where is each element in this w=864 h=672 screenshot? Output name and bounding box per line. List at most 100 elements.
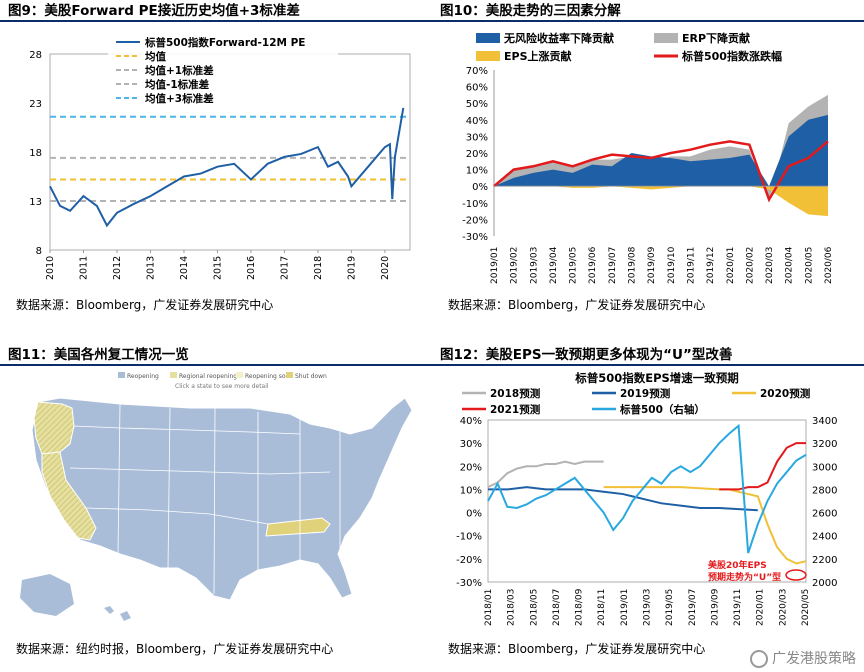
fig9-legend-label-2: 均值+1标准差	[145, 64, 214, 77]
fig9-legend-label-0: 标普500指数Forward-12M PE	[144, 36, 305, 49]
fig9-legend: 标普500指数Forward-12M PE均值均值+1标准差均值-1标准差均值+…	[108, 34, 338, 112]
fig10-legend-label-2: EPS上涨贡献	[504, 49, 572, 63]
fig10-source: 数据来源：Bloomberg，广发证券发展研究中心	[448, 298, 706, 312]
fig10-area-riskfree	[494, 114, 828, 187]
fig10-xtick-9: 2019/10	[667, 246, 677, 284]
fig9-xtick-7: 2017	[279, 256, 290, 280]
fig10-legend-label-1: ERP下降贡献	[682, 31, 750, 45]
fig12-xtick-13: 2020/03	[778, 589, 788, 626]
fig9-ytick-2: 18	[29, 148, 42, 159]
fig9-xtick-8: 2018	[313, 256, 324, 280]
fig12-xtick-11: 2019/11	[733, 589, 743, 626]
fig10-legend-label-3: 标普500指数涨跌幅	[681, 49, 782, 63]
fig12-line-0	[487, 460, 604, 489]
fig12-xtick-2: 2018/05	[529, 589, 539, 626]
fig12-xtick-4: 2018/09	[575, 588, 585, 626]
fig12-annotation-line2: 预期走势为“U”型	[708, 571, 781, 583]
fig10-panel: 图10：美股走势的三因素分解 -30% -20% -10% 0% 10% 20% 30% 40…	[432, 0, 864, 320]
fig12-legend: 2018预测 2019预测 2020预测 2021预测 标普500（右轴）	[462, 387, 810, 416]
state-tennessee	[265, 517, 331, 537]
fig10-xtick-15: 2020/04	[785, 246, 795, 284]
fig9-xtick-5: 2015	[212, 256, 223, 280]
fig9-xtick-0: 2010	[45, 256, 56, 280]
fig12-ytick-3: 0%	[466, 509, 482, 520]
fig12-y2tick-2: 2400	[812, 532, 837, 543]
fig10-xtick-2: 2019/03	[529, 247, 539, 284]
fig12-xtick-12: 2020/01	[756, 589, 766, 626]
fig12-y2tick-0: 2000	[812, 578, 837, 589]
map-legend-soon: Reopening soon	[245, 373, 293, 380]
fig12-source: 数据来源：Bloomberg，广发证券发展研究中心	[448, 642, 706, 656]
fig10-xtick-0: 2019/01	[490, 247, 500, 284]
fig10-xtick-11: 2019/12	[706, 247, 716, 284]
watermark: 广发港股策略	[750, 648, 856, 668]
fig10-xtick-10: 2019/11	[686, 247, 696, 284]
us-reopening-map: Reopening Regional reopening Reopening s…	[0, 368, 432, 634]
fig12-xtick-6: 2019/01	[620, 589, 630, 626]
fig10-title: 图10：美股走势的三因素分解	[432, 0, 864, 22]
fig12-legend-label-0: 2018预测	[490, 387, 540, 400]
fig10-xtick-17: 2020/06	[824, 246, 834, 284]
fig12-ytick-1: -20%	[456, 555, 482, 566]
state-hawaii	[104, 606, 131, 621]
fig12-legend-label-2: 2020预测	[760, 387, 810, 400]
fig12-xtick-14: 2020/05	[801, 589, 811, 626]
fig12-ytick-4: 10%	[460, 485, 482, 496]
fig10-legend-label-0: 无风险收益率下降贡献	[503, 31, 614, 45]
fig12-xtick-1: 2018/03	[507, 589, 517, 626]
fig12-xtick-3: 2018/07	[552, 589, 562, 626]
map-note: Click a state to see more detail	[175, 383, 269, 390]
fig10-ytick-10: 70%	[466, 66, 488, 77]
fig10-xtick-13: 2020/02	[745, 247, 755, 284]
fig10-xtick-8: 2019/09	[647, 246, 657, 284]
fig9-xtick-4: 2014	[179, 256, 190, 280]
fig12-y2tick-5: 3000	[812, 462, 837, 473]
fig9-pe-line	[49, 107, 405, 228]
fig12-y2tick-4: 2800	[812, 485, 837, 496]
fig12-xtick-8: 2019/05	[665, 589, 675, 626]
fig12-line-3	[719, 442, 806, 491]
fig12-chart: 标普500指数EPS增速一致预期 -30% -20% -10% 0% 10% 20% 30% 4…	[456, 371, 837, 626]
fig9-xtick-9: 2019	[346, 256, 357, 280]
fig10-line-spx	[493, 140, 829, 203]
map-legend-reopening: Reopening	[127, 373, 159, 380]
fig11-panel: 图11：美国各州复工情况一览 Reopening Regional reopen…	[0, 344, 432, 672]
fig9-xtick-6: 2016	[246, 256, 257, 280]
fig10-chart: -30% -20% -10% 0% 10% 20% 30% 40% 50% 60% 70% 2019/…	[462, 31, 834, 284]
fig12-ytick-7: 40%	[460, 416, 482, 427]
fig10-xtick-7: 2019/08	[628, 246, 638, 284]
fig9-legend-label-1: 均值	[145, 50, 166, 63]
fig10-ytick-5: 20%	[466, 149, 488, 160]
fig12-annotation-line1: 美股20年EPS	[708, 559, 767, 571]
fig12-ytick-2: -10%	[456, 532, 482, 543]
map-legend-shut: Shut down	[295, 373, 327, 380]
map-legend-regional: Regional reopening	[179, 373, 237, 380]
fig10-xtick-16: 2020/05	[804, 247, 814, 284]
fig9-xtick-1: 2011	[78, 256, 89, 280]
state-california	[41, 451, 97, 541]
fig12-plot-frame	[487, 419, 807, 583]
fig10-ytick-2: -10%	[462, 199, 488, 210]
fig12-xtick-5: 2018/11	[597, 589, 607, 626]
fig12-xtick-0: 2018/01	[484, 589, 494, 626]
fig12-y2tick-6: 3200	[812, 439, 837, 450]
fig10-legend: 无风险收益率下降贡献 ERP下降贡献 EPS上涨贡献 标普500指数涨跌幅	[476, 31, 782, 63]
fig12-legend-label-1: 2019预测	[620, 387, 670, 400]
fig9-ytick-1: 13	[29, 197, 42, 208]
fig12-y2tick-3: 2600	[812, 509, 837, 520]
fig12-chart-title: 标普500指数EPS增速一致预期	[574, 371, 739, 385]
fig12-panel: 图12：美股EPS一致预期更多体现为“U”型改善 标普500指数EPS增速一致预…	[432, 344, 864, 672]
fig10-ytick-3: 0%	[472, 182, 488, 193]
fig12-y2tick-7: 3400	[812, 416, 837, 427]
fig10-ytick-4: 10%	[466, 166, 488, 177]
fig12-line-1	[488, 486, 758, 512]
fig12-xtick-10: 2019/09	[710, 588, 720, 626]
fig12-line-2	[603, 486, 807, 565]
fig9-legend-label-3: 均值-1标准差	[145, 78, 210, 91]
fig12-ytick-0: -30%	[456, 578, 482, 589]
fig10-xtick-4: 2019/05	[569, 247, 579, 284]
fig9-chart: 8 13 18 23 28 2010 2011 2012 2013 2014 2015 2016 201…	[29, 34, 411, 280]
fig9-ytick-0: 8	[36, 246, 42, 257]
map-legend: Reopening Regional reopening Reopening s…	[118, 372, 327, 390]
state-washington-oregon	[33, 401, 75, 455]
